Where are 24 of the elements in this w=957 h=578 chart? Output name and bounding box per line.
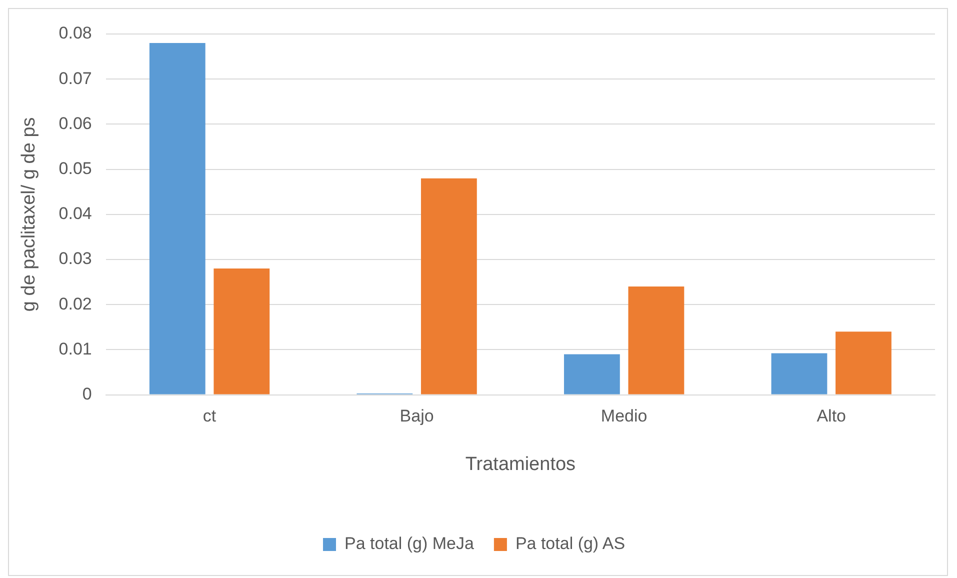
- x-tick-label: Medio: [600, 406, 648, 426]
- bar: [149, 43, 206, 394]
- y-tick-label: 0.04: [58, 204, 92, 224]
- x-tick-label: ct: [202, 406, 216, 426]
- x-axis-title: Tratamientos: [465, 454, 576, 475]
- y-tick-label: 0.08: [58, 24, 92, 43]
- legend-label: Pa total (g) AS: [515, 534, 626, 554]
- y-tick-label: 0.03: [58, 249, 92, 268]
- y-tick-label: 0.02: [58, 294, 92, 314]
- bar: [420, 178, 477, 394]
- y-tick-label: 0.01: [58, 339, 92, 358]
- x-tick-label: Bajo: [400, 406, 434, 426]
- y-tick-label: 0.07: [58, 68, 92, 88]
- bar: [214, 268, 270, 394]
- y-tick-label: 0.06: [58, 114, 92, 133]
- y-tick-label: 0.05: [58, 158, 92, 178]
- bar: [628, 286, 684, 394]
- y-tick-label: 0: [82, 384, 92, 404]
- legend-label: Pa total (g) MeJa: [344, 534, 474, 554]
- bar: [771, 353, 828, 394]
- y-axis-title: g de paclitaxel/ g de ps: [18, 117, 40, 312]
- bar: [564, 354, 620, 394]
- bar: [836, 332, 892, 394]
- x-tick-label: Alto: [816, 406, 846, 426]
